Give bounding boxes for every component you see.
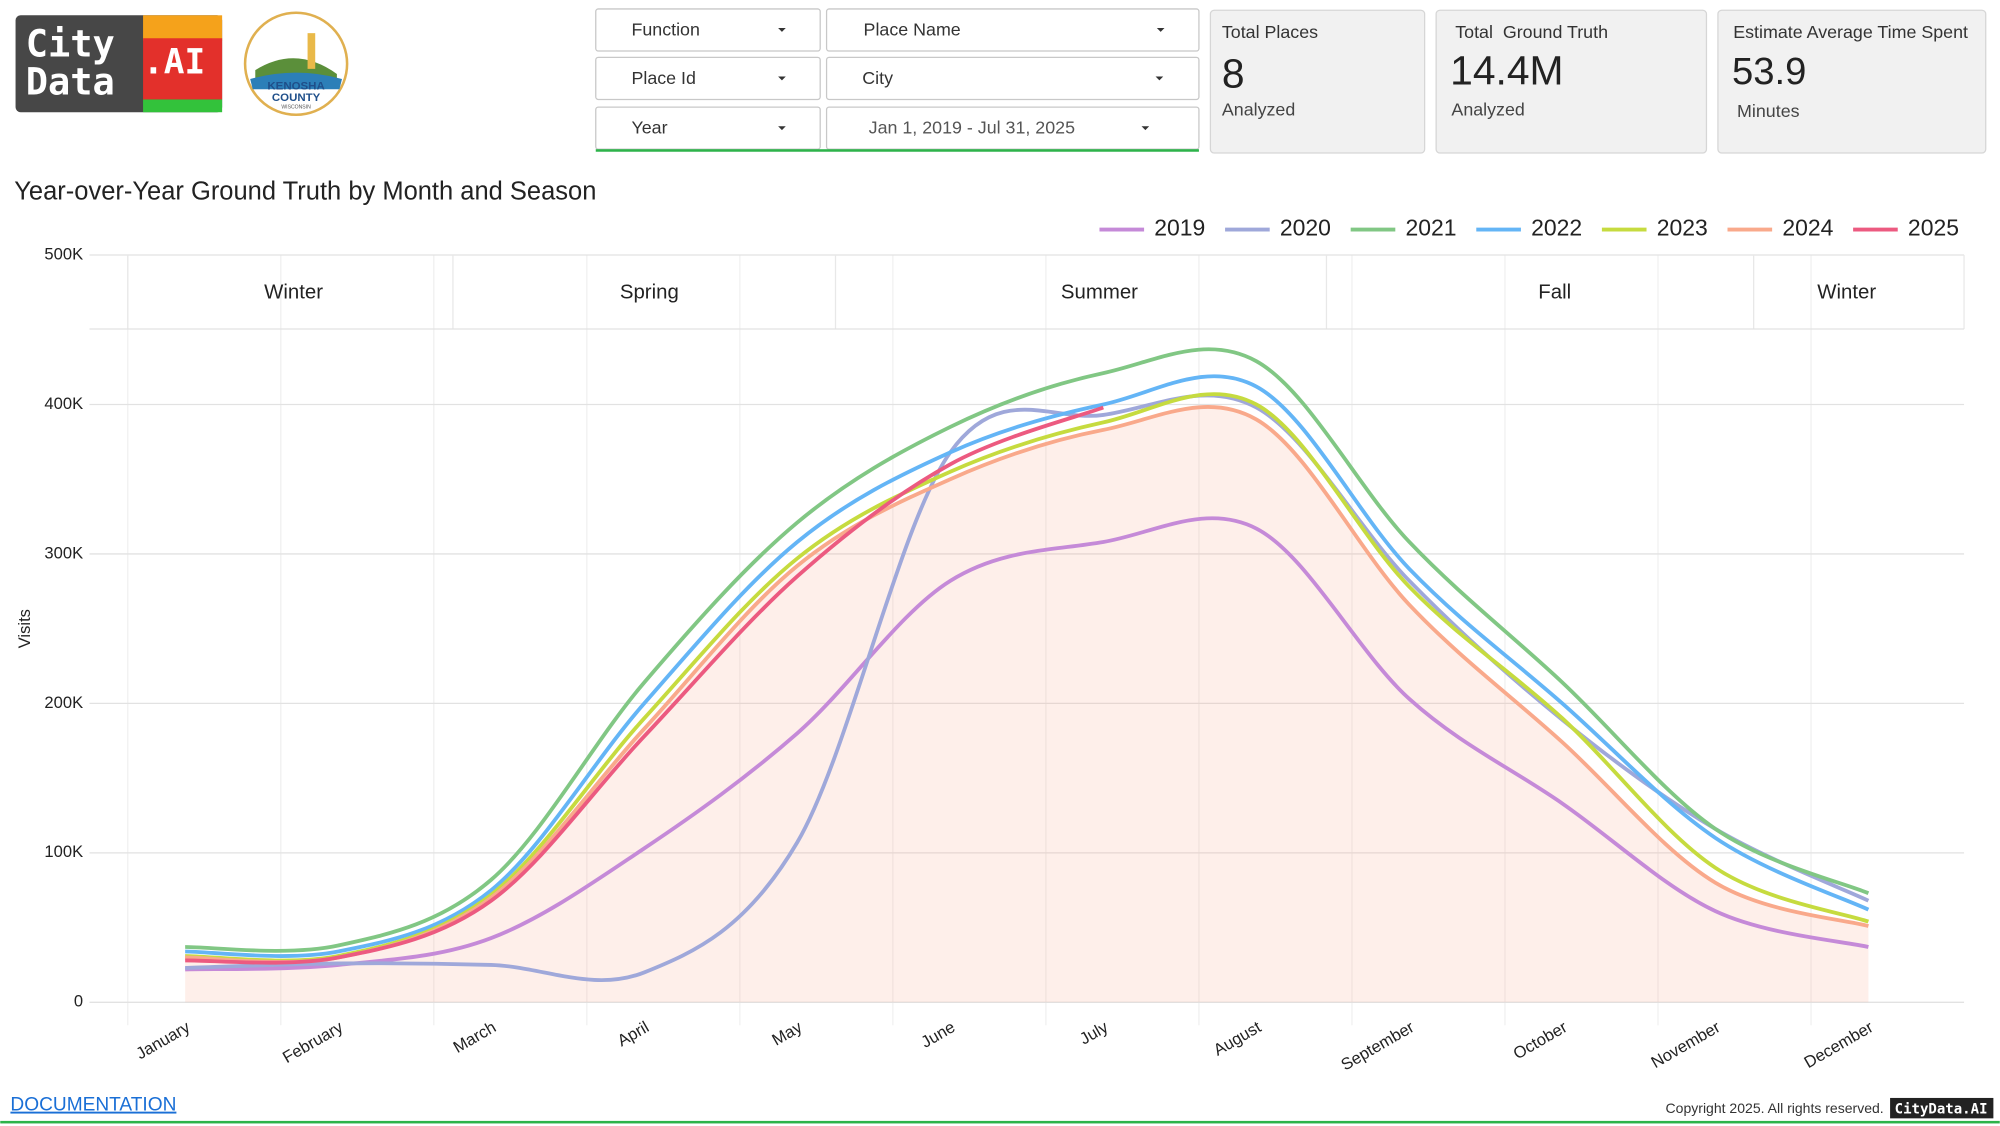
x-tick-label: December bbox=[1801, 1017, 1877, 1072]
y-tick-label: 500K bbox=[44, 244, 83, 263]
legend-label: 2024 bbox=[1782, 215, 1833, 241]
dropdown-label: Year bbox=[631, 118, 667, 138]
dropdown[interactable]: Year bbox=[595, 106, 821, 150]
x-tick-label: September bbox=[1338, 1017, 1418, 1074]
dropdown-label: Place Name bbox=[864, 19, 961, 39]
kpi-value: 14.4M bbox=[1450, 48, 1563, 94]
county-text: COUNTY bbox=[272, 92, 321, 104]
legend-label: 2025 bbox=[1908, 215, 1959, 241]
kpi-card: Total Ground Truth 14.4M Analyzed bbox=[1435, 9, 1708, 154]
kpi-note: Minutes bbox=[1737, 101, 1800, 121]
logo-text: Data bbox=[26, 61, 115, 104]
kpi-note: Analyzed bbox=[1451, 100, 1524, 120]
county-text: KENOSHA bbox=[267, 81, 324, 93]
copyright: Copyright 2025. All rights reserved. bbox=[1666, 1100, 1884, 1116]
dropdown-label: City bbox=[862, 68, 893, 88]
y-tick-label: 200K bbox=[44, 693, 83, 712]
kpi-card: Total Places 8 Analyzed bbox=[1209, 9, 1426, 154]
legend-label: 2023 bbox=[1657, 215, 1708, 241]
series-line bbox=[185, 405, 1869, 964]
x-tick-label: August bbox=[1210, 1017, 1265, 1059]
kpi-card: Estimate Average Time Spent 53.9 Minutes bbox=[1717, 9, 1987, 154]
series-line bbox=[185, 516, 1869, 972]
season-label: Spring bbox=[620, 282, 679, 304]
season-label: Winter bbox=[264, 282, 323, 304]
badge-text: CityData.AI bbox=[1895, 1101, 1988, 1117]
x-tick-label: November bbox=[1648, 1017, 1724, 1072]
chart-title: Year-over-Year Ground Truth by Month and… bbox=[14, 177, 596, 205]
x-tick-label: January bbox=[133, 1017, 194, 1063]
footer-badge: CityData.AI bbox=[1890, 1097, 1994, 1119]
documentation-link[interactable]: DOCUMENTATION bbox=[10, 1095, 176, 1116]
kpi-value: 53.9 bbox=[1732, 50, 1806, 93]
y-tick-label: 0 bbox=[74, 992, 83, 1011]
y-axis-label: Visits bbox=[15, 609, 34, 648]
legend-label: 2019 bbox=[1154, 215, 1205, 241]
kpi-note: Analyzed bbox=[1222, 100, 1295, 120]
season-label: Fall bbox=[1538, 282, 1571, 304]
logo-text: .AI bbox=[143, 42, 205, 82]
dropdown[interactable]: Place Name bbox=[825, 8, 1200, 52]
series-line bbox=[185, 405, 1104, 965]
dropdown-label: Function bbox=[631, 19, 699, 39]
filter-underline bbox=[595, 149, 1199, 152]
dropdown-label: Jan 1, 2019 - Jul 31, 2025 bbox=[869, 118, 1075, 138]
x-tick-label: February bbox=[279, 1017, 347, 1067]
series-line bbox=[185, 347, 1870, 953]
kpi-value: 8 bbox=[1222, 50, 1245, 96]
y-tick-label: 400K bbox=[44, 394, 83, 413]
y-tick-label: 100K bbox=[44, 842, 83, 861]
season-label: Summer bbox=[1061, 282, 1138, 304]
dropdown[interactable]: City bbox=[825, 56, 1200, 101]
x-tick-label: March bbox=[450, 1017, 499, 1056]
date-range[interactable]: Jan 1, 2019 - Jul 31, 2025 bbox=[825, 106, 1200, 150]
x-tick-label: October bbox=[1510, 1017, 1571, 1063]
county-logo: KENOSHA COUNTY WISCONSIN bbox=[243, 11, 349, 117]
footer-line bbox=[0, 1120, 2000, 1124]
dropdown-label: Place Id bbox=[631, 68, 695, 88]
county-text: WISCONSIN bbox=[281, 104, 311, 110]
x-tick-label: July bbox=[1076, 1017, 1112, 1049]
y-tick-label: 300K bbox=[44, 543, 83, 562]
x-tick-label: May bbox=[769, 1017, 806, 1049]
dropdown[interactable]: Function bbox=[595, 8, 821, 52]
logo: City Data .AI bbox=[15, 15, 223, 113]
kpi-title: Estimate Average Time Spent bbox=[1733, 22, 1968, 42]
logo-text: City bbox=[26, 22, 115, 65]
kpi-title: Total Ground Truth bbox=[1455, 22, 1608, 42]
legend-label: 2020 bbox=[1280, 215, 1331, 241]
legend-label: 2021 bbox=[1406, 215, 1457, 241]
x-tick-label: June bbox=[918, 1017, 959, 1051]
series-line bbox=[185, 392, 1870, 963]
season-label: Winter bbox=[1817, 282, 1876, 304]
kpi-title: Total Places bbox=[1222, 22, 1318, 42]
legend-label: 2022 bbox=[1531, 215, 1582, 241]
dropdown[interactable]: Place Id bbox=[595, 56, 821, 101]
series-line bbox=[185, 374, 1870, 958]
x-tick-label: April bbox=[614, 1017, 652, 1050]
series-area bbox=[185, 406, 1869, 1003]
plot: 0 100K 200K 300K 400K 500K Winter Spring Summer F… bbox=[44, 215, 1965, 1074]
